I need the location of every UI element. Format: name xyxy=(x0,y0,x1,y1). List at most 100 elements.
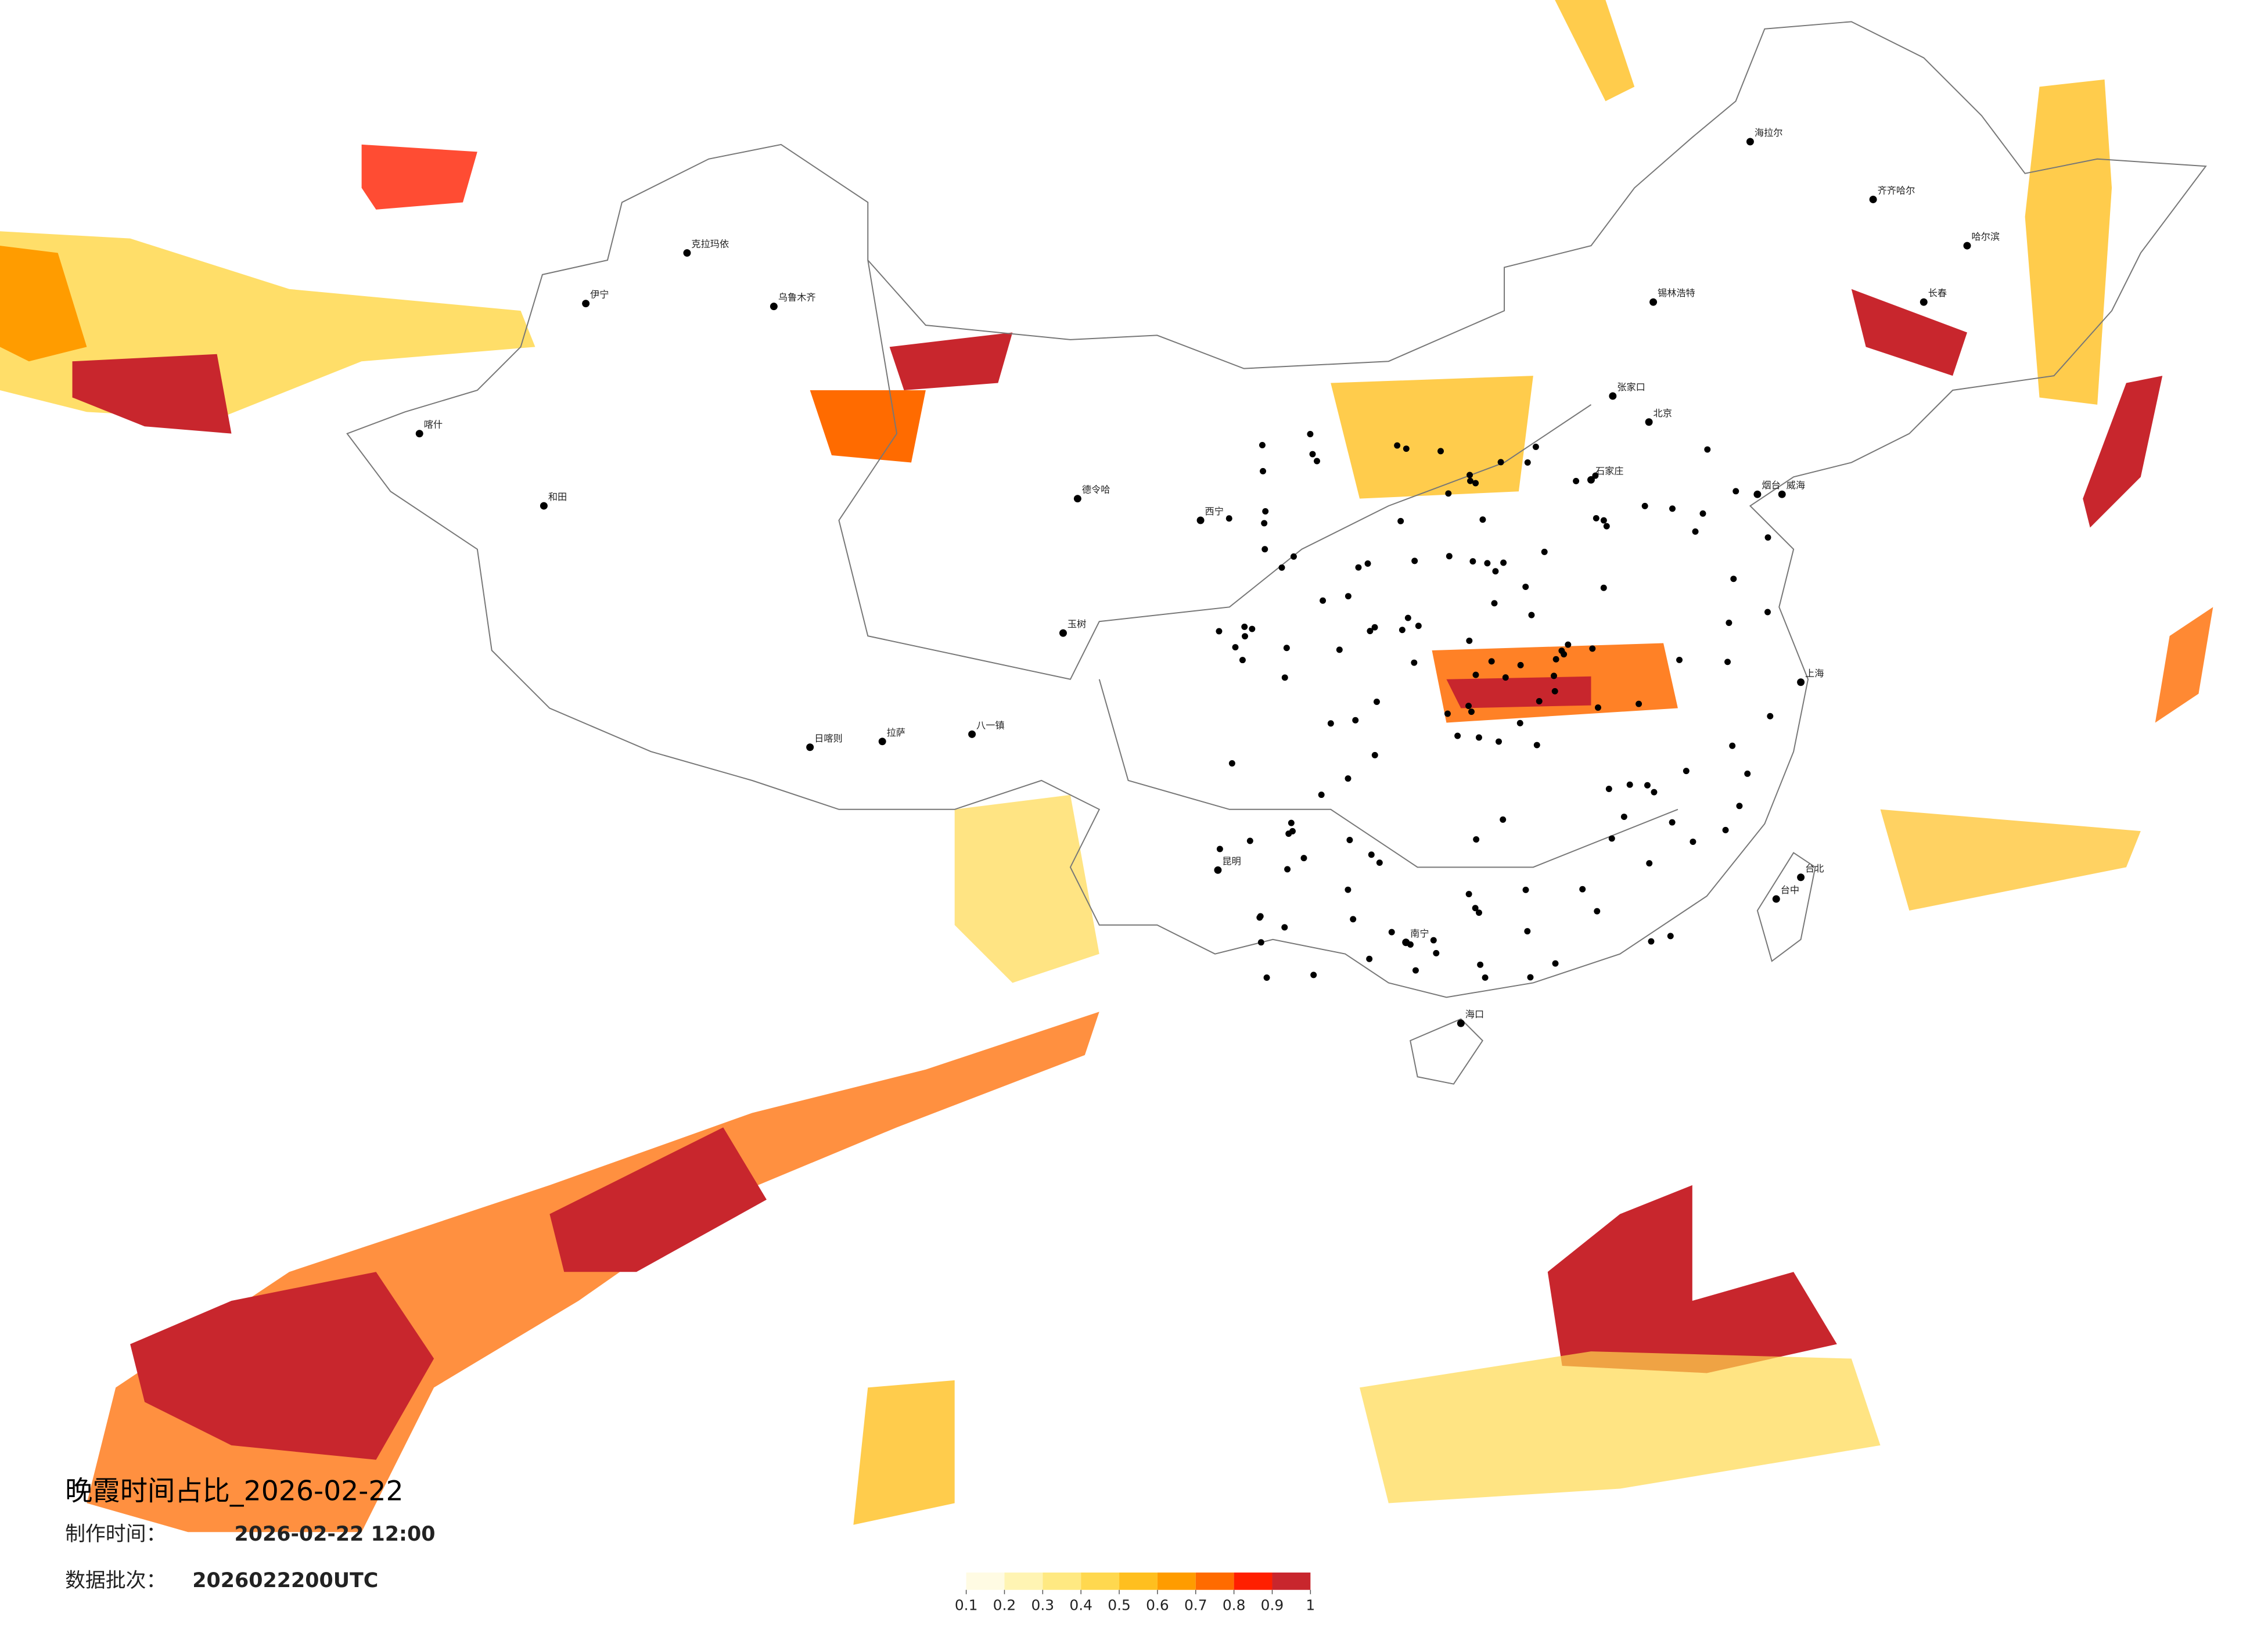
station-dot xyxy=(1411,659,1418,666)
station-dot xyxy=(1524,459,1531,466)
city-dot xyxy=(1746,138,1754,146)
colorbar: 0.1 0.2 0.3 0.4 0.5 0.6 0.7 0.8 0.9 1 xyxy=(955,1572,1315,1614)
made-label: 制作时间： xyxy=(65,1523,166,1546)
station-dot xyxy=(1528,611,1535,618)
station-dot xyxy=(1415,623,1422,629)
colorbar-tick-label: 0.1 xyxy=(955,1597,978,1614)
city-dot xyxy=(1457,1019,1465,1027)
city-dot xyxy=(415,430,423,438)
city-label: 台北 xyxy=(1805,863,1824,874)
heat-area xyxy=(361,144,477,210)
heat-area xyxy=(853,1380,955,1525)
city-label: 乌鲁木齐 xyxy=(778,292,816,303)
station-dot xyxy=(1336,646,1343,653)
station-dot xyxy=(1644,782,1651,789)
station-dot xyxy=(1524,928,1531,935)
colorbar-swatch xyxy=(1004,1572,1043,1590)
station-dot xyxy=(1373,699,1380,705)
heat-area xyxy=(954,794,1099,983)
station-dot xyxy=(1552,656,1559,663)
colorbar-swatch xyxy=(1272,1572,1311,1590)
station-dot xyxy=(1692,528,1699,535)
station-dot xyxy=(1241,623,1248,630)
station-dot xyxy=(1676,656,1683,663)
city-label: 伊宁 xyxy=(590,289,609,300)
station-dot xyxy=(1371,624,1378,631)
station-dot xyxy=(1683,768,1690,775)
heat-area xyxy=(130,1272,434,1460)
station-dot xyxy=(1608,835,1615,842)
station-dot xyxy=(1249,625,1256,632)
city-label: 昆明 xyxy=(1222,855,1241,866)
station-dot xyxy=(1648,938,1655,945)
city-dot xyxy=(582,300,590,308)
heat-area xyxy=(72,354,232,434)
station-dot xyxy=(1232,644,1239,651)
station-dot xyxy=(1437,448,1444,455)
taiwan-border xyxy=(1756,852,1816,962)
colorbar-swatch xyxy=(1195,1572,1234,1590)
city-label: 玉树 xyxy=(1067,618,1086,629)
heat-area xyxy=(2083,376,2163,528)
station-dot xyxy=(1284,866,1291,873)
heat-area xyxy=(0,246,87,362)
city-label: 八一镇 xyxy=(976,720,1005,731)
batch-label: 数据批次： xyxy=(65,1569,166,1592)
station-dot xyxy=(1433,949,1440,956)
city-label: 长春 xyxy=(1928,287,1947,298)
station-dot xyxy=(1261,520,1268,527)
station-dot xyxy=(1256,914,1263,921)
heat-area xyxy=(549,1127,767,1272)
station-dot xyxy=(1651,789,1658,796)
station-dot xyxy=(1397,517,1404,524)
city-dot xyxy=(878,738,886,746)
city-dot xyxy=(1797,678,1805,686)
station-dot xyxy=(1466,637,1473,644)
city-dot xyxy=(1797,873,1805,882)
station-dot xyxy=(1592,472,1599,479)
station-dot xyxy=(1288,819,1295,826)
country-border xyxy=(346,21,2207,998)
heat-layer xyxy=(0,0,2213,1533)
city-label: 台中 xyxy=(1781,884,1799,895)
station-dot xyxy=(1558,647,1565,654)
colorbar-tick-label: 0.3 xyxy=(1031,1597,1055,1614)
station-dot xyxy=(1404,614,1411,621)
station-dot xyxy=(1445,490,1452,497)
station-dot xyxy=(1364,560,1371,567)
station-dot xyxy=(1216,628,1223,635)
colorbar-swatch xyxy=(1157,1572,1196,1590)
station-dot xyxy=(1394,442,1401,449)
station-dot xyxy=(1636,700,1642,707)
city-dot xyxy=(770,303,778,311)
station-dot xyxy=(1259,442,1266,449)
station-dot xyxy=(1496,738,1502,745)
station-dot xyxy=(1472,480,1479,487)
station-dot xyxy=(1482,974,1489,981)
city-dot xyxy=(1196,516,1205,524)
station-dot xyxy=(1468,708,1475,715)
station-dot xyxy=(1320,597,1327,604)
station-dot xyxy=(1309,451,1316,458)
station-dot xyxy=(1345,886,1352,893)
city-label: 石家庄 xyxy=(1595,465,1624,476)
station-dot xyxy=(1573,477,1580,484)
map-title: 晚霞时间占比_2026-02-22 xyxy=(65,1475,403,1507)
station-dot xyxy=(1283,645,1290,652)
station-dot xyxy=(1242,633,1248,640)
station-dot xyxy=(1371,751,1378,758)
station-dot xyxy=(1704,446,1711,453)
city-dot xyxy=(1920,298,1928,306)
city-label: 哈尔滨 xyxy=(1971,231,2000,242)
city-dot xyxy=(968,730,976,738)
city-dot xyxy=(1645,418,1653,426)
station-dot xyxy=(1225,515,1232,522)
station-dot xyxy=(1444,710,1451,717)
station-dot xyxy=(1327,720,1334,727)
heat-area xyxy=(1555,0,1635,102)
heat-area xyxy=(1446,676,1591,708)
station-dot xyxy=(1605,786,1612,792)
station-dot xyxy=(1600,584,1607,591)
heat-area xyxy=(1331,376,1533,499)
